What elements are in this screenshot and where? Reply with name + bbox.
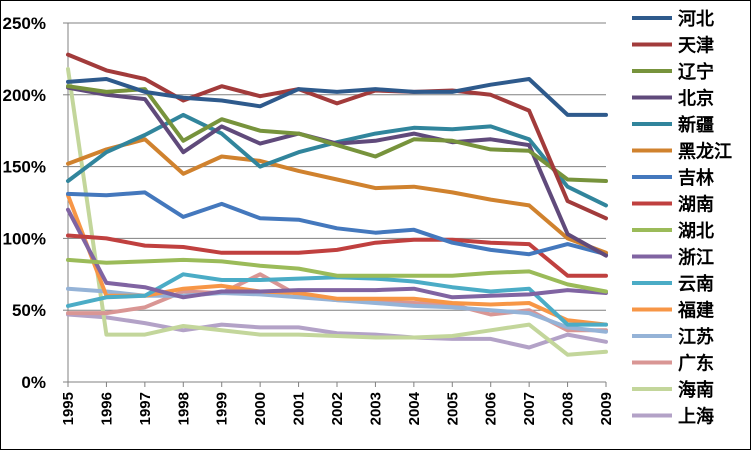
x-tick-label: 2009	[598, 392, 615, 425]
y-tick-label: 200%	[3, 86, 46, 105]
x-tick-label: 2008	[560, 392, 577, 425]
x-tick-label: 1998	[175, 392, 192, 425]
series-line-湖南	[66, 233, 608, 278]
x-tick-label: 2003	[367, 392, 384, 425]
y-tick-label: 0%	[21, 373, 46, 392]
legend-label-吉林: 吉林	[678, 167, 714, 189]
legend-label-浙江: 浙江	[678, 247, 714, 269]
y-tick-labels: 0% 50% 100% 150% 200% 250%	[3, 14, 46, 392]
series-line-黑龙江	[66, 137, 608, 255]
legend-label-黑龙江: 黑龙江	[678, 141, 732, 163]
legend-label-湖北: 湖北	[678, 221, 714, 242]
series-line-浙江	[66, 207, 608, 300]
legend-label-江苏: 江苏	[678, 326, 714, 348]
series-line-吉林	[66, 190, 608, 257]
series-line-上海	[66, 312, 608, 350]
y-tick-label: 150%	[3, 158, 46, 177]
series-line-天津	[66, 52, 608, 221]
legend-label-天津: 天津	[678, 35, 714, 57]
x-tick-label: 2002	[329, 392, 346, 425]
series-line-辽宁	[66, 84, 608, 183]
y-tick-label: 100%	[3, 229, 46, 248]
x-tick-label: 2000	[252, 392, 269, 425]
series-lines	[66, 52, 608, 357]
x-tick-label: 2005	[444, 392, 461, 425]
series-line-海南	[66, 67, 608, 357]
legend-label-福建: 福建	[677, 300, 714, 322]
legend-label-辽宁: 辽宁	[678, 61, 714, 83]
x-tick-label: 2004	[406, 391, 423, 425]
x-tick-label: 2001	[291, 392, 308, 425]
series-line-新疆	[66, 112, 608, 208]
x-tick-label: 1996	[98, 392, 115, 425]
legend-label-海南: 海南	[678, 379, 714, 401]
legend-label-广东: 广东	[678, 353, 714, 375]
x-tick-label: 1997	[137, 392, 154, 425]
legend-label-上海: 上海	[678, 406, 714, 428]
legend-label-河北: 河北	[678, 9, 714, 30]
y-tick-label: 250%	[3, 14, 46, 33]
series-line-湖北	[66, 257, 608, 294]
grid-lines	[68, 22, 606, 311]
x-tick-label: 1995	[60, 392, 77, 425]
legend-label-云南: 云南	[678, 273, 714, 295]
x-tick-label: 1999	[214, 392, 231, 425]
series-line-河北	[66, 77, 608, 117]
legend-label-北京: 北京	[678, 88, 714, 110]
legend-label-新疆: 新疆	[678, 114, 714, 136]
y-tick-label: 50%	[12, 301, 46, 320]
series-line-北京	[66, 85, 608, 258]
series-line-福建	[66, 193, 608, 327]
x-tick-labels: 1995 1996 1997 1998 1999 2000 2001 2002 2003 2004…	[60, 391, 615, 425]
x-tick-label: 2006	[483, 392, 500, 425]
x-tick-label: 2007	[521, 392, 538, 425]
legend-label-湖南: 湖南	[678, 194, 714, 216]
